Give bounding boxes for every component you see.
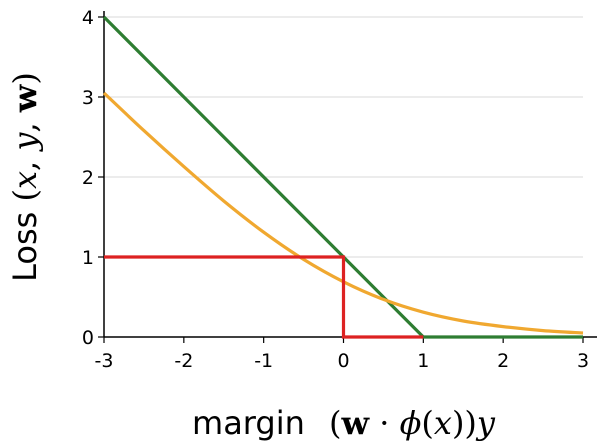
math-symbol: x bbox=[6, 171, 44, 189]
math-symbol: ( bbox=[421, 404, 433, 442]
y-tick-label: 3 bbox=[82, 87, 94, 109]
math-symbol: ) bbox=[6, 72, 44, 84]
y-tick-label: 2 bbox=[82, 167, 94, 189]
math-symbol: ( bbox=[6, 189, 44, 201]
axes bbox=[103, 11, 597, 338]
math-symbol: ( bbox=[329, 404, 341, 442]
math-symbol: w bbox=[341, 404, 371, 442]
y-axis-label: Loss (x, y, w) bbox=[6, 72, 44, 282]
math-symbol: , bbox=[6, 151, 44, 171]
math-symbol: y bbox=[6, 132, 44, 153]
x-tick-label: -2 bbox=[174, 350, 193, 372]
math-symbol: , bbox=[6, 112, 44, 132]
x-tick-label: 1 bbox=[417, 350, 429, 372]
x-tick-label: 3 bbox=[577, 350, 589, 372]
plot-series bbox=[102, 15, 584, 339]
x-axis-label-word: margin bbox=[192, 404, 305, 442]
zero-one-loss-line bbox=[104, 255, 424, 339]
x-tick-label: 2 bbox=[497, 350, 509, 372]
x-tick-label: 0 bbox=[337, 350, 349, 372]
math-symbol: )) bbox=[452, 404, 477, 442]
math-symbol: · bbox=[369, 404, 400, 442]
ticks: 0 1 2 3 4 -3 -2 -1 0 1 2 3 bbox=[82, 7, 589, 372]
x-axis-label-math: (w · ϕ(x))y bbox=[329, 404, 496, 442]
x-tick-label: -3 bbox=[95, 350, 114, 372]
grid-lines bbox=[104, 16, 583, 258]
y-tick-label: 4 bbox=[82, 7, 94, 29]
math-symbol: ϕ bbox=[400, 404, 422, 442]
y-tick-label: 1 bbox=[82, 247, 94, 269]
y-tick-label: 0 bbox=[82, 327, 94, 349]
x-tick-label: -1 bbox=[254, 350, 273, 372]
y-axis-label-math: (x, y, w) bbox=[6, 72, 44, 201]
math-symbol: y bbox=[475, 404, 496, 442]
y-axis-label-word: Loss bbox=[6, 212, 44, 282]
math-symbol: x bbox=[434, 404, 452, 442]
math-symbol: w bbox=[6, 83, 44, 113]
x-axis-label: margin (w · ϕ(x))y bbox=[192, 404, 496, 442]
